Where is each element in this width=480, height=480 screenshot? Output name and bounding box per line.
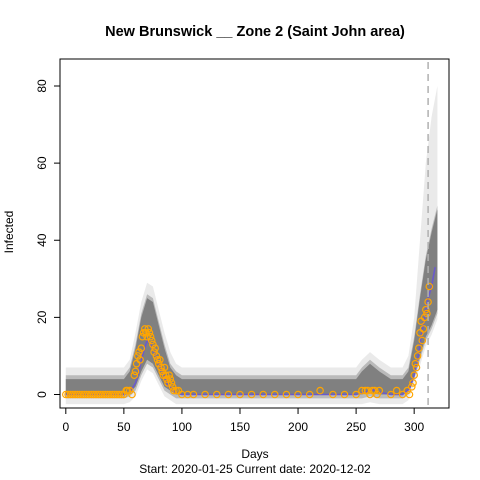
observed-point — [405, 390, 414, 399]
observed-point — [150, 348, 158, 356]
observed-point — [410, 371, 419, 380]
observed-point — [156, 355, 164, 364]
observed-point — [425, 282, 434, 291]
observed-point — [370, 386, 379, 395]
observed-point — [165, 371, 174, 380]
observed-point — [143, 332, 151, 341]
observed-point — [236, 390, 244, 399]
observed-point — [170, 386, 178, 395]
observed-point — [419, 325, 428, 333]
x-tick-label: 150 — [230, 420, 250, 434]
observed-point — [411, 359, 420, 368]
y-axis: 0 20 40 60 80 — [35, 79, 61, 398]
observed-point — [130, 371, 139, 380]
observed-point — [189, 390, 198, 399]
observed-point — [409, 379, 417, 387]
observed-point — [166, 375, 175, 383]
observed-point — [413, 352, 422, 360]
observed-point — [224, 390, 233, 399]
observed-point — [147, 336, 156, 345]
x-tick-label: 250 — [346, 420, 366, 434]
observed-point — [131, 367, 140, 376]
observed-point — [361, 386, 370, 395]
observed-point — [316, 386, 324, 395]
observed-point — [352, 390, 360, 399]
observed-point — [144, 325, 153, 333]
observed-point — [145, 328, 154, 337]
observed-point — [163, 375, 171, 383]
observed-point — [375, 386, 384, 395]
observed-point — [329, 390, 337, 399]
observed-point — [154, 359, 163, 368]
observed-points — [62, 282, 434, 399]
observed-point — [366, 390, 374, 399]
observed-point — [392, 386, 401, 395]
observed-point — [128, 390, 136, 399]
y-axis-label: Infected — [2, 211, 16, 254]
observed-point — [418, 336, 427, 345]
observed-point — [403, 386, 412, 395]
observed-point — [146, 332, 155, 341]
observed-point — [125, 386, 134, 395]
observed-point — [270, 390, 279, 399]
observed-point — [421, 305, 430, 314]
x-tick-label: 0 — [62, 420, 69, 434]
observed-point — [247, 390, 256, 399]
y-tick-label: 20 — [35, 310, 49, 324]
observed-point — [363, 386, 372, 395]
observed-point — [115, 390, 124, 399]
observed-point — [117, 390, 126, 399]
observed-point — [201, 390, 209, 399]
observed-point — [213, 390, 221, 399]
x-tick-label: 200 — [288, 420, 308, 434]
y-tick-label: 60 — [35, 156, 49, 170]
y-tick-label: 80 — [35, 79, 49, 93]
chart-title: New Brunswick __ Zone 2 (Saint John area… — [105, 24, 405, 40]
observed-point — [259, 390, 268, 399]
observed-point — [407, 382, 416, 391]
observed-point — [423, 309, 431, 318]
x-tick-label: 100 — [172, 420, 192, 434]
observed-point — [164, 379, 172, 387]
y-tick-label: 0 — [35, 391, 49, 398]
ensemble-faint-band — [65, 86, 438, 405]
observed-point — [161, 371, 170, 380]
observed-point — [123, 386, 132, 395]
observed-point — [294, 390, 302, 399]
observed-point — [167, 379, 176, 387]
date-footer: Start: 2020-01-25 Current date: 2020-12-… — [139, 462, 371, 476]
observed-point — [136, 355, 144, 364]
y-tick-label: 40 — [35, 233, 49, 247]
observed-point — [414, 344, 423, 353]
observed-point — [305, 390, 314, 399]
observed-point — [135, 348, 143, 356]
observed-point — [134, 352, 142, 360]
observed-point — [157, 363, 165, 372]
observed-point — [282, 390, 291, 399]
observed-point — [373, 390, 381, 399]
x-axis-label: Days — [241, 447, 268, 461]
observed-point — [151, 344, 160, 353]
observed-point — [387, 390, 395, 399]
x-tick-label: 50 — [117, 420, 131, 434]
x-axis: 0 50 100 150 200 250 300 — [62, 407, 424, 434]
x-tick-label: 300 — [404, 420, 424, 434]
observed-point — [160, 363, 169, 372]
observed-point — [137, 344, 146, 353]
observed-point — [62, 390, 70, 399]
observed-point — [141, 325, 149, 333]
observed-point — [142, 328, 150, 337]
observed-point — [412, 363, 421, 372]
ensemble-bands — [65, 86, 438, 405]
observed-point — [149, 340, 157, 349]
observed-point — [340, 390, 349, 399]
plot-frame — [59, 58, 450, 409]
observed-point — [172, 386, 180, 395]
observed-point — [153, 355, 162, 364]
